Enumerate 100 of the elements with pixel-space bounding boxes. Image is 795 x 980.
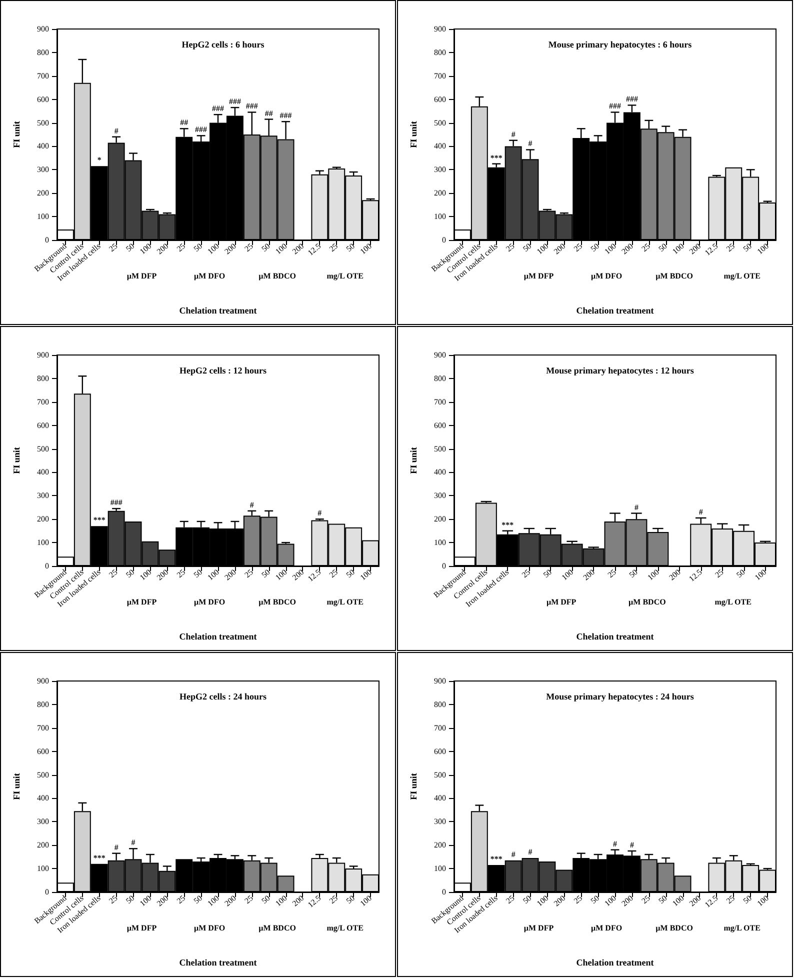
x-tick-label: 25 bbox=[520, 568, 532, 580]
x-tick-label: 25 bbox=[606, 568, 618, 580]
x-tick-label: 50 bbox=[260, 568, 272, 580]
x-tick-label: 200 bbox=[290, 242, 306, 256]
x-tick-label: 200 bbox=[667, 568, 682, 582]
y-axis-title: FI unit bbox=[408, 447, 418, 474]
x-tick-label: 50 bbox=[192, 568, 204, 580]
y-tick-label: 100 bbox=[37, 538, 49, 548]
x-tick-label: 25 bbox=[175, 894, 187, 906]
x-tick-label: 100 bbox=[358, 894, 374, 908]
y-tick-label: 500 bbox=[434, 118, 446, 128]
x-tick-label: 12.5 bbox=[306, 568, 323, 584]
x-tick-label: 50 bbox=[260, 242, 272, 254]
y-axis-title: FI unit bbox=[408, 121, 418, 148]
x-tick-label: 200 bbox=[552, 242, 568, 256]
x-tick-label: 100 bbox=[753, 568, 768, 582]
y-tick-label: 500 bbox=[37, 444, 49, 454]
x-tick-label: 50 bbox=[589, 242, 601, 254]
x-tick-label: 100 bbox=[206, 242, 221, 256]
x-tick-label: 100 bbox=[535, 894, 550, 908]
x-tick-label: 12.5 bbox=[687, 568, 704, 584]
x-tick-label: 25 bbox=[640, 894, 652, 906]
y-tick-label: 200 bbox=[37, 188, 49, 198]
y-tick-label: 300 bbox=[37, 165, 49, 174]
data-label: * bbox=[97, 156, 102, 165]
y-tick-label: 600 bbox=[434, 420, 446, 430]
x-tick-label: 25 bbox=[328, 242, 340, 254]
text: Mouse primary hepatocytes : 12 hours bbox=[546, 366, 694, 376]
y-tick-label: 600 bbox=[37, 420, 49, 430]
data-label: *** bbox=[490, 153, 502, 162]
x-tick-label: 100 bbox=[535, 242, 550, 256]
x-tick-label: 25 bbox=[640, 242, 652, 254]
data-label: *** bbox=[490, 854, 502, 864]
data-label: *** bbox=[93, 853, 106, 862]
x-tick-label: 50 bbox=[742, 894, 754, 906]
x-tick-label: 25 bbox=[724, 242, 737, 254]
x-tick-label: 12.5 bbox=[703, 242, 720, 258]
y-tick-label: 100 bbox=[434, 864, 446, 874]
x-tick-label: 50 bbox=[656, 242, 669, 254]
text: µM DFP bbox=[126, 272, 157, 280]
text: HepG2 cells : 12 hours bbox=[180, 366, 267, 376]
text: µM DFO bbox=[194, 598, 226, 606]
data-label: ### bbox=[280, 111, 292, 120]
data-label: # bbox=[630, 840, 634, 850]
x-tick-label: 12.5 bbox=[703, 894, 720, 910]
x-tick-label: 25 bbox=[107, 568, 120, 580]
y-tick-label: 400 bbox=[37, 794, 49, 803]
y-tick-label: 400 bbox=[37, 468, 49, 477]
y-tick-label: 900 bbox=[434, 24, 446, 34]
x-tick-label: 200 bbox=[222, 568, 238, 582]
x-tick-label: 50 bbox=[344, 894, 356, 906]
y-tick-label: 500 bbox=[434, 444, 446, 454]
data-label: # bbox=[511, 850, 516, 859]
x-tick-label: 100 bbox=[560, 568, 575, 582]
x-tick-label: 100 bbox=[274, 242, 289, 256]
y-tick-label: 400 bbox=[37, 142, 49, 151]
x-tick-label: 100 bbox=[206, 894, 221, 908]
text: HepG2 cells : 6 hours bbox=[182, 40, 265, 50]
x-tick-label: 100 bbox=[206, 568, 221, 582]
y-tick-label: 200 bbox=[434, 840, 446, 850]
x-tick-label: 25 bbox=[107, 242, 120, 254]
x-tick-label: 200 bbox=[688, 242, 703, 256]
text: mg/L OTE bbox=[724, 272, 760, 280]
x-tick-label: 25 bbox=[572, 242, 584, 254]
x-tick-label: 25 bbox=[713, 568, 726, 580]
y-tick-label: 100 bbox=[434, 538, 446, 548]
text: mg/L OTE bbox=[714, 598, 752, 606]
y-tick-label: 700 bbox=[37, 397, 49, 406]
x-axis-title: Chelation treatment bbox=[576, 958, 654, 968]
x-tick-label: 25 bbox=[242, 242, 255, 254]
data-label: ### bbox=[228, 97, 241, 106]
x-tick-label: 25 bbox=[724, 894, 737, 906]
x-tick-label: 200 bbox=[552, 894, 568, 908]
x-tick-label: 200 bbox=[620, 894, 635, 908]
x-tick-label: 50 bbox=[521, 242, 534, 254]
data-label: # bbox=[511, 130, 516, 139]
text: µM DFO bbox=[591, 272, 622, 280]
y-tick-label: 0 bbox=[442, 562, 446, 570]
x-tick-label: 200 bbox=[688, 894, 703, 908]
y-tick-label: 800 bbox=[37, 700, 49, 709]
x-tick-label: 50 bbox=[734, 568, 747, 580]
x-axis-title: Chelation treatment bbox=[576, 306, 654, 316]
y-tick-label: 400 bbox=[434, 142, 446, 151]
y-tick-label: 600 bbox=[434, 746, 446, 756]
y-tick-label: 700 bbox=[37, 723, 49, 732]
text: Mouse primary hepatocytes : 6 hours bbox=[548, 40, 692, 50]
data-label: # bbox=[528, 848, 532, 857]
y-tick-label: 800 bbox=[434, 374, 446, 383]
text: µM BDCO bbox=[258, 924, 296, 932]
x-tick-label: 25 bbox=[328, 568, 340, 580]
y-tick-label: 100 bbox=[37, 212, 49, 222]
text: µM BDCO bbox=[656, 272, 693, 280]
text: µM BDCO bbox=[258, 598, 296, 606]
x-tick-label: 12.5 bbox=[306, 894, 323, 910]
y-tick-label: 600 bbox=[37, 94, 49, 104]
data-label: # bbox=[250, 500, 254, 510]
x-tick-label: 100 bbox=[755, 242, 770, 256]
x-tick-label: 100 bbox=[670, 894, 686, 908]
x-tick-label: 100 bbox=[274, 568, 289, 582]
y-tick-label: 700 bbox=[434, 397, 446, 406]
